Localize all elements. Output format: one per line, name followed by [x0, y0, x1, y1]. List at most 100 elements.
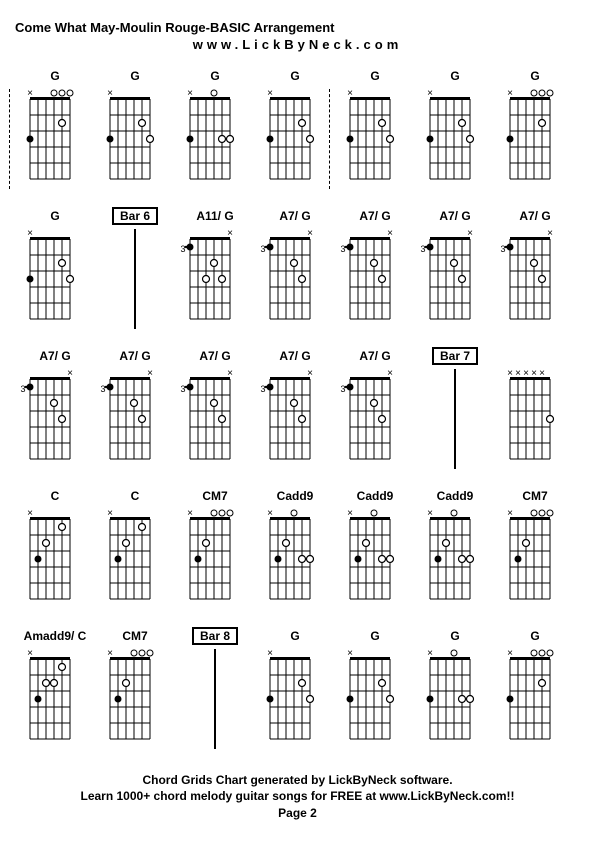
chord-diagram: ×3: [20, 365, 90, 480]
chord-cell: Cadd9×: [255, 487, 335, 627]
chord-diagram-wrap: ×: [20, 505, 90, 625]
chord-cell: C×: [15, 487, 95, 627]
svg-text:3: 3: [180, 244, 185, 254]
chord-cell: G×: [175, 67, 255, 207]
chord-diagram: ×: [180, 505, 250, 620]
chord-cell: A7/ G×3: [335, 207, 415, 347]
chord-label: A7/ G: [359, 347, 390, 365]
chord-diagram: ×3: [500, 225, 570, 340]
chord-label: A7/ G: [39, 347, 70, 365]
chord-cell: G×: [495, 67, 575, 207]
chord-label: G: [450, 67, 459, 85]
chord-diagram: ×: [340, 645, 410, 760]
chord-cell: C×: [95, 487, 175, 627]
chord-diagram: ×: [20, 505, 90, 620]
chord-diagram-wrap: ×3: [500, 225, 570, 345]
svg-text:3: 3: [500, 244, 505, 254]
chord-diagram-wrap: ×: [340, 505, 410, 625]
svg-text:3: 3: [260, 244, 265, 254]
chord-label: A7/ G: [279, 347, 310, 365]
chord-diagram: ×3: [260, 365, 330, 480]
chord-cell: A7/ G×3: [415, 207, 495, 347]
chord-label: A7/ G: [279, 207, 310, 225]
chord-label: Cadd9: [277, 487, 314, 505]
chord-diagram: ×: [500, 505, 570, 620]
chord-diagram-wrap: ×: [260, 645, 330, 765]
chord-diagram: ×3: [420, 225, 490, 340]
chord-diagram-wrap: ×3: [260, 225, 330, 345]
footer-line-2: Learn 1000+ chord melody guitar songs fo…: [0, 788, 595, 805]
chord-label: G: [50, 67, 59, 85]
chord-cell: G×: [335, 67, 415, 207]
chord-label: Cadd9: [437, 487, 474, 505]
chord-diagram-wrap: ×3: [180, 365, 250, 485]
chord-label: G: [530, 67, 539, 85]
chord-diagram: ×3: [340, 365, 410, 480]
chord-diagram-wrap: ×3: [340, 225, 410, 345]
chord-cell: CM7×: [175, 487, 255, 627]
chord-cell: G×: [255, 627, 335, 767]
chord-cell: G×: [415, 67, 495, 207]
chord-label: A7/ G: [119, 347, 150, 365]
chord-grid: G×G×G×G×G×G×G×G×Bar 6A11/ G×3A7/ G×3A7/ …: [15, 67, 580, 767]
chord-diagram-wrap: ×: [420, 505, 490, 625]
chord-diagram-wrap: ×: [500, 645, 570, 765]
chord-cell: Cadd9×: [415, 487, 495, 627]
footer-line-1: Chord Grids Chart generated by LickByNec…: [0, 772, 595, 789]
chord-diagram-wrap: ×3: [20, 365, 90, 485]
chord-diagram-wrap: ×3: [260, 365, 330, 485]
chord-diagram: ×3: [180, 365, 250, 480]
chord-diagram: ×: [100, 85, 170, 200]
chord-cell: A7/ G×3: [335, 347, 415, 487]
chord-diagram: ×3: [180, 225, 250, 340]
svg-text:3: 3: [180, 384, 185, 394]
svg-text:3: 3: [100, 384, 105, 394]
bar-label: Bar 7: [432, 347, 478, 365]
chord-label: G: [130, 67, 139, 85]
chord-label: C: [51, 487, 60, 505]
chord-cell: A7/ G×3: [255, 347, 335, 487]
chord-diagram-wrap: ×: [20, 85, 90, 205]
bar-label: Bar 8: [192, 627, 238, 645]
chord-cell: G×: [415, 627, 495, 767]
chord-diagram: ×: [180, 85, 250, 200]
chord-diagram-wrap: ×: [340, 645, 410, 765]
svg-text:3: 3: [340, 384, 345, 394]
section-bracket: [9, 89, 10, 189]
chord-cell: G×: [495, 627, 575, 767]
chord-diagram-wrap: ×: [420, 85, 490, 205]
chord-diagram-wrap: ×: [180, 85, 250, 205]
svg-text:3: 3: [20, 384, 25, 394]
chord-cell: CM7×: [495, 487, 575, 627]
chord-diagram: ×: [100, 505, 170, 620]
section-bracket: [329, 89, 330, 189]
chord-diagram-wrap: ×: [20, 225, 90, 345]
chord-label: A7/ G: [199, 347, 230, 365]
chord-diagram: ×: [420, 85, 490, 200]
chord-diagram: ×3: [340, 225, 410, 340]
chord-diagram: ×: [100, 645, 170, 760]
svg-text:3: 3: [420, 244, 425, 254]
chord-cell: G×: [255, 67, 335, 207]
chord-diagram: ×3: [260, 225, 330, 340]
chord-label: Amadd9/ C: [24, 627, 87, 645]
chord-label: G: [370, 627, 379, 645]
page-footer: Chord Grids Chart generated by LickByNec…: [0, 772, 595, 822]
chord-diagram: ×: [420, 505, 490, 620]
chord-label: CM7: [202, 487, 227, 505]
chord-cell: A7/ G×3: [95, 347, 175, 487]
chord-diagram: ×: [20, 645, 90, 760]
chord-label: G: [50, 207, 59, 225]
chord-cell: ×××××: [495, 347, 575, 487]
chord-cell: G×: [95, 67, 175, 207]
bar-divider: Bar 8: [175, 627, 255, 767]
chord-diagram: ×: [500, 85, 570, 200]
chord-cell: G×: [15, 67, 95, 207]
chord-label: A7/ G: [519, 207, 550, 225]
chord-diagram: ×: [500, 645, 570, 760]
chord-label: G: [290, 67, 299, 85]
chord-diagram-wrap: ×: [500, 85, 570, 205]
chord-cell: A7/ G×3: [495, 207, 575, 347]
page-title: Come What May-Moulin Rouge-BASIC Arrange…: [15, 20, 580, 35]
chord-diagram-wrap: ×××××: [500, 365, 570, 485]
